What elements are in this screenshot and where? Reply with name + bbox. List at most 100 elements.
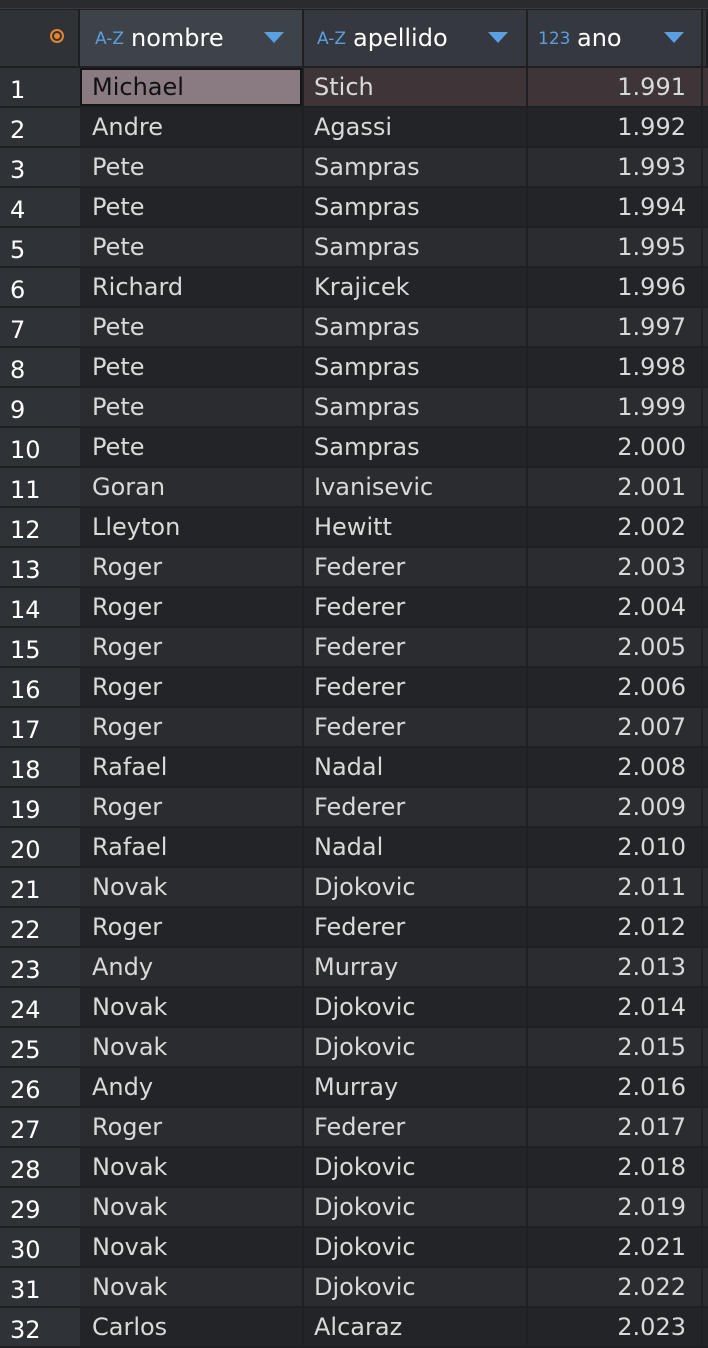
table-row[interactable]: 31 Novak Djokovic 2.022 (0, 1268, 708, 1308)
cell-nombre[interactable]: Andy (80, 1068, 302, 1106)
row-number[interactable]: 13 (0, 548, 80, 586)
cell-ano[interactable]: 2.009 (528, 788, 701, 826)
row-number[interactable]: 4 (0, 188, 80, 226)
row-number[interactable]: 11 (0, 468, 80, 506)
table-row[interactable]: 23 Andy Murray 2.013 (0, 948, 708, 988)
cell-ano[interactable]: 2.001 (528, 468, 701, 506)
table-row[interactable]: 12 Lleyton Hewitt 2.002 (0, 508, 708, 548)
cell-apellido[interactable]: Federer (304, 548, 526, 586)
cell-apellido[interactable]: Stich (304, 68, 526, 106)
cell-ano[interactable]: 1.995 (528, 228, 701, 266)
cell-ano[interactable]: 2.022 (528, 1268, 701, 1306)
cell-apellido[interactable]: Sampras (304, 428, 526, 466)
cell-ano[interactable]: 2.021 (528, 1228, 701, 1266)
row-number[interactable]: 16 (0, 668, 80, 706)
row-number[interactable]: 1 (0, 68, 80, 106)
cell-nombre[interactable]: Roger (80, 588, 302, 626)
cell-ano[interactable]: 1.994 (528, 188, 701, 226)
cell-nombre[interactable]: Pete (80, 228, 302, 266)
table-row[interactable]: 27 Roger Federer 2.017 (0, 1108, 708, 1148)
row-number[interactable]: 21 (0, 868, 80, 906)
row-number[interactable]: 19 (0, 788, 80, 826)
cell-ano[interactable]: 2.017 (528, 1108, 701, 1146)
table-row[interactable]: 20 Rafael Nadal 2.010 (0, 828, 708, 868)
row-number[interactable]: 26 (0, 1068, 80, 1106)
table-row[interactable]: 2 Andre Agassi 1.992 (0, 108, 708, 148)
row-number[interactable]: 8 (0, 348, 80, 386)
row-number[interactable]: 3 (0, 148, 80, 186)
table-row[interactable]: 13 Roger Federer 2.003 (0, 548, 708, 588)
cell-apellido[interactable]: Djokovic (304, 988, 526, 1026)
cell-nombre[interactable]: Novak (80, 868, 302, 906)
row-number[interactable]: 20 (0, 828, 80, 866)
cell-apellido[interactable]: Sampras (304, 348, 526, 386)
cell-nombre[interactable]: Rafael (80, 828, 302, 866)
cell-apellido[interactable]: Djokovic (304, 868, 526, 906)
table-row[interactable]: 3 Pete Sampras 1.993 (0, 148, 708, 188)
cell-nombre[interactable]: Andre (80, 108, 302, 146)
cell-apellido[interactable]: Ivanisevic (304, 468, 526, 506)
cell-nombre[interactable]: Rafael (80, 748, 302, 786)
cell-nombre[interactable]: Roger (80, 548, 302, 586)
table-row[interactable]: 16 Roger Federer 2.006 (0, 668, 708, 708)
cell-apellido[interactable]: Krajicek (304, 268, 526, 306)
row-number[interactable]: 31 (0, 1268, 80, 1306)
table-row[interactable]: 22 Roger Federer 2.012 (0, 908, 708, 948)
cell-ano[interactable]: 2.023 (528, 1308, 701, 1346)
cell-nombre[interactable]: Pete (80, 428, 302, 466)
table-row[interactable]: 21 Novak Djokovic 2.011 (0, 868, 708, 908)
cell-apellido[interactable]: Sampras (304, 388, 526, 426)
row-number[interactable]: 18 (0, 748, 80, 786)
row-number[interactable]: 12 (0, 508, 80, 546)
cell-apellido[interactable]: Federer (304, 668, 526, 706)
table-row[interactable]: 7 Pete Sampras 1.997 (0, 308, 708, 348)
cell-apellido[interactable]: Murray (304, 948, 526, 986)
cell-nombre[interactable]: Andy (80, 948, 302, 986)
cell-nombre[interactable]: Novak (80, 1188, 302, 1226)
row-number[interactable]: 25 (0, 1028, 80, 1066)
table-row[interactable]: 30 Novak Djokovic 2.021 (0, 1228, 708, 1268)
table-row[interactable]: 14 Roger Federer 2.004 (0, 588, 708, 628)
cell-apellido[interactable]: Nadal (304, 828, 526, 866)
header-corner[interactable] (0, 10, 80, 66)
cell-nombre[interactable]: Carlos (80, 1308, 302, 1346)
cell-ano[interactable]: 2.002 (528, 508, 701, 546)
row-number[interactable]: 15 (0, 628, 80, 666)
row-number[interactable]: 23 (0, 948, 80, 986)
cell-apellido[interactable]: Nadal (304, 748, 526, 786)
cell-ano[interactable]: 2.019 (528, 1188, 701, 1226)
cell-nombre[interactable]: Pete (80, 148, 302, 186)
table-row[interactable]: 24 Novak Djokovic 2.014 (0, 988, 708, 1028)
table-row[interactable]: 17 Roger Federer 2.007 (0, 708, 708, 748)
cell-ano[interactable]: 2.016 (528, 1068, 701, 1106)
cell-apellido[interactable]: Federer (304, 1108, 526, 1146)
column-header-apellido[interactable]: A-Z apellido (304, 10, 528, 66)
cell-ano[interactable]: 2.007 (528, 708, 701, 746)
table-row[interactable]: 18 Rafael Nadal 2.008 (0, 748, 708, 788)
cell-nombre[interactable]: Roger (80, 708, 302, 746)
cell-nombre[interactable]: Roger (80, 788, 302, 826)
cell-apellido[interactable]: Federer (304, 588, 526, 626)
row-number[interactable]: 17 (0, 708, 80, 746)
cell-nombre[interactable]: Novak (80, 1228, 302, 1266)
cell-apellido[interactable]: Agassi (304, 108, 526, 146)
row-number[interactable]: 28 (0, 1148, 80, 1186)
table-row[interactable]: 19 Roger Federer 2.009 (0, 788, 708, 828)
cell-ano[interactable]: 2.011 (528, 868, 701, 906)
cell-ano[interactable]: 1.993 (528, 148, 701, 186)
row-number[interactable]: 14 (0, 588, 80, 626)
table-row[interactable]: 25 Novak Djokovic 2.015 (0, 1028, 708, 1068)
cell-apellido[interactable]: Hewitt (304, 508, 526, 546)
cell-ano[interactable]: 2.018 (528, 1148, 701, 1186)
cell-ano[interactable]: 1.991 (528, 68, 701, 106)
cell-nombre[interactable]: Michael (80, 68, 302, 106)
record-mode-icon[interactable] (50, 29, 64, 43)
cell-apellido[interactable]: Djokovic (304, 1028, 526, 1066)
row-number[interactable]: 10 (0, 428, 80, 466)
cell-apellido[interactable]: Federer (304, 708, 526, 746)
row-number[interactable]: 7 (0, 308, 80, 346)
cell-ano[interactable]: 2.006 (528, 668, 701, 706)
sort-dropdown-icon[interactable] (264, 32, 284, 43)
cell-ano[interactable]: 2.012 (528, 908, 701, 946)
cell-nombre[interactable]: Pete (80, 188, 302, 226)
